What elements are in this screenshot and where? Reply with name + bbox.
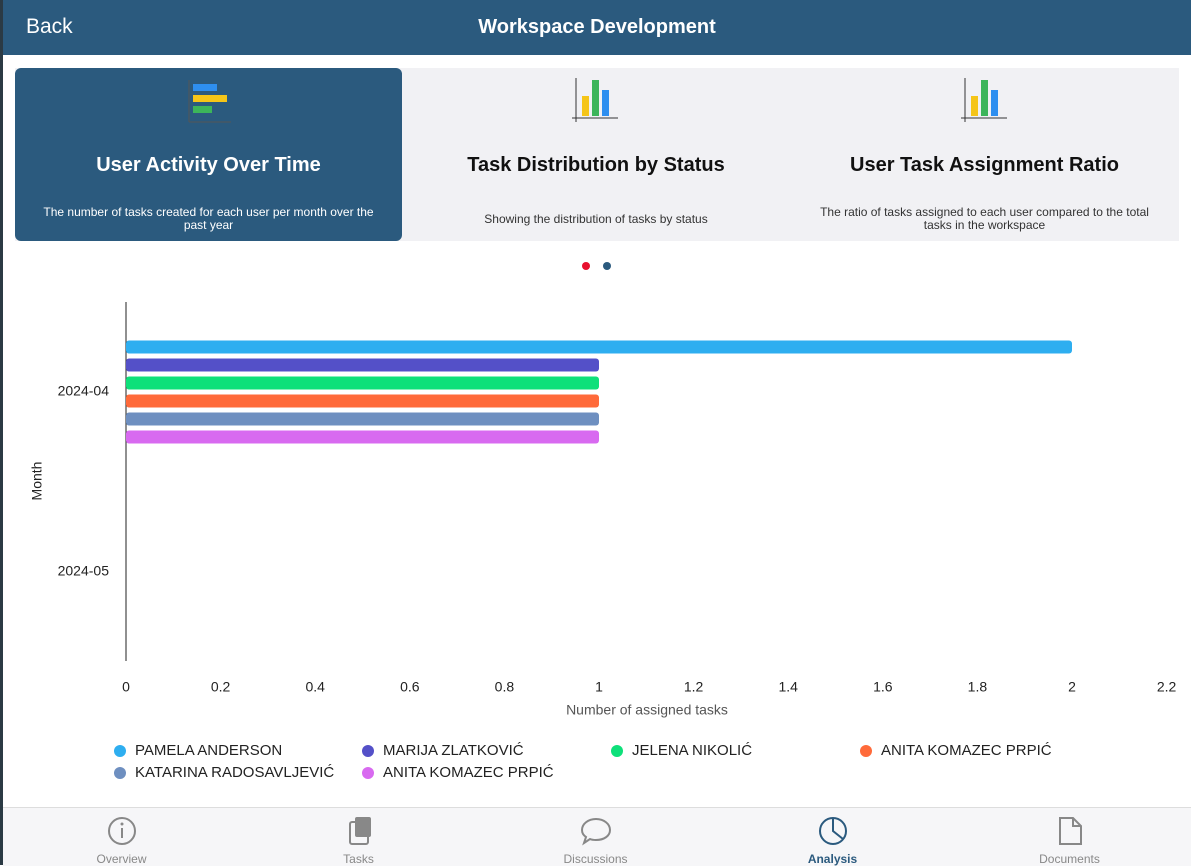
card-icon xyxy=(185,76,233,124)
tab-label: Discussions xyxy=(477,852,714,866)
x-tick-label: 1.8 xyxy=(968,679,988,695)
bar xyxy=(126,359,599,372)
x-tick-label: 2 xyxy=(1068,679,1076,695)
tab-label: Analysis xyxy=(714,852,951,866)
x-tick-label: 1 xyxy=(595,679,603,695)
header: Back Workspace Development xyxy=(3,0,1191,55)
tab[interactable]: Documents xyxy=(951,808,1188,866)
page-dot[interactable] xyxy=(582,262,590,270)
y-axis-label: Month xyxy=(29,462,45,501)
tab[interactable]: Discussions xyxy=(477,808,714,866)
tab-icon xyxy=(1055,816,1085,846)
card-icon xyxy=(572,76,620,124)
tab-bar: Overview Tasks Discussions Analysis Docu… xyxy=(3,807,1191,866)
legend-marker xyxy=(611,745,623,757)
legend-label: ANITA KOMAZEC PRPIĆ xyxy=(383,764,554,781)
legend-label: MARIJA ZLATKOVIĆ xyxy=(383,742,524,759)
card-description: The ratio of tasks assigned to each user… xyxy=(806,205,1163,233)
x-tick-label: 2.2 xyxy=(1157,679,1177,695)
card-title: Task Distribution by Status xyxy=(402,154,790,177)
y-tick-label: 2024-05 xyxy=(58,563,110,579)
x-tick-label: 0 xyxy=(122,679,130,695)
tab[interactable]: Tasks xyxy=(240,808,477,866)
legend-marker xyxy=(114,767,126,779)
card-icon xyxy=(961,76,1009,124)
tab-label: Tasks xyxy=(240,852,477,866)
x-tick-label: 1.2 xyxy=(684,679,704,695)
x-tick-label: 1.6 xyxy=(873,679,893,695)
card-title: User Activity Over Time xyxy=(15,154,402,177)
tab-icon xyxy=(581,816,611,846)
legend-label: ANITA KOMAZEC PRPIĆ xyxy=(881,742,1052,759)
x-tick-label: 0.6 xyxy=(400,679,420,695)
x-tick-label: 1.4 xyxy=(778,679,798,695)
card-description: The number of tasks created for each use… xyxy=(31,205,386,233)
tab-label: Overview xyxy=(3,852,240,866)
bar xyxy=(126,413,599,426)
bar xyxy=(126,341,1072,354)
chart-carousel: User Activity Over Time The number of ta… xyxy=(15,68,1179,241)
legend-label: KATARINA RADOSAVLJEVIĆ xyxy=(135,764,334,781)
chart: Month Number of assigned tasks 0 0.2 0.4 0.… xyxy=(0,280,1191,805)
tab-icon xyxy=(107,816,137,846)
tab-icon xyxy=(818,816,848,846)
header-title: Workspace Development xyxy=(3,16,1191,39)
tab[interactable]: Analysis xyxy=(714,808,951,866)
legend-marker xyxy=(362,745,374,757)
page-dot[interactable] xyxy=(603,262,611,270)
legend-marker xyxy=(362,767,374,779)
chart-card[interactable]: User Task Assignment Ratio The ratio of … xyxy=(790,68,1179,241)
x-tick-label: 0.2 xyxy=(211,679,231,695)
legend-label: PAMELA ANDERSON xyxy=(135,742,282,759)
tab[interactable]: Overview xyxy=(3,808,240,866)
tab-label: Documents xyxy=(951,852,1188,866)
x-tick-label: 0.4 xyxy=(305,679,325,695)
tab-icon xyxy=(344,816,374,846)
legend-marker xyxy=(114,745,126,757)
chart-card[interactable]: Task Distribution by Status Showing the … xyxy=(402,68,790,241)
bar xyxy=(126,395,599,408)
card-description: Showing the distribution of tasks by sta… xyxy=(418,205,774,233)
bar xyxy=(126,377,599,390)
x-axis-label: Number of assigned tasks xyxy=(566,702,728,718)
chart-card[interactable]: User Activity Over Time The number of ta… xyxy=(15,68,402,241)
y-tick-label: 2024-04 xyxy=(58,383,110,399)
legend-label: JELENA NIKOLIĆ xyxy=(632,742,752,759)
bar xyxy=(126,431,599,444)
x-tick-label: 0.8 xyxy=(495,679,515,695)
legend-marker xyxy=(860,745,872,757)
card-title: User Task Assignment Ratio xyxy=(790,154,1179,177)
